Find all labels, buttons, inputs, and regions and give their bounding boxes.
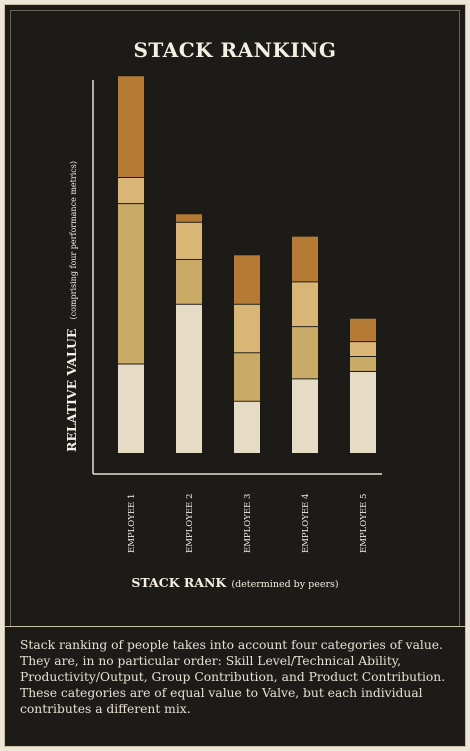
x-tick-label-1: EMPLOYEE 1	[127, 494, 137, 553]
x-axis-label-note: (determined by peers)	[231, 579, 339, 590]
bar-segment-2-4	[176, 214, 202, 222]
bar-segment-2-2	[176, 259, 202, 304]
bar-segment-4-4	[292, 236, 318, 282]
x-tick-label-2: EMPLOYEE 2	[185, 494, 195, 553]
bar-segment-2-1	[176, 303, 202, 453]
x-tick-label-3: EMPLOYEE 3	[243, 494, 253, 553]
caption-text: Stack ranking of people takes into accou…	[20, 638, 446, 716]
bar-segment-5-1	[350, 370, 376, 453]
bar-segment-5-3	[350, 341, 376, 357]
x-axis-label: STACK RANK (determined by peers)	[0, 572, 470, 591]
bar-segment-3-2	[234, 352, 260, 401]
bars-layer	[118, 76, 376, 453]
bar-segment-4-3	[292, 281, 318, 327]
bar-segment-4-1	[292, 378, 318, 453]
x-tick-label-4: EMPLOYEE 4	[301, 494, 311, 553]
x-axis-label-main: STACK RANK	[131, 575, 227, 590]
bar-segment-5-4	[350, 318, 376, 342]
caption-box	[4, 626, 466, 748]
bar-segment-3-1	[234, 400, 260, 453]
bar-segment-5-2	[350, 356, 376, 371]
bar-segment-1-3	[118, 176, 144, 204]
y-axis-label-main: RELATIVE VALUE	[64, 329, 79, 452]
y-axis-label: RELATIVE VALUE (comprising four performa…	[61, 161, 80, 452]
chart-title: STACK RANKING	[133, 38, 337, 62]
bar-segment-1-4	[118, 76, 144, 177]
bar-segment-1-1	[118, 363, 144, 453]
y-axis-label-note: (comprising four performance metrics)	[69, 161, 78, 319]
tick-labels-layer: EMPLOYEE 1 EMPLOYEE 2 EMPLOYEE 3 EMPLOYEE 4…	[127, 494, 369, 553]
bar-segment-1-2	[118, 203, 144, 364]
bar-segment-2-3	[176, 221, 202, 260]
bar-segment-3-4	[234, 255, 260, 304]
bar-segment-4-2	[292, 326, 318, 379]
x-tick-label-5: EMPLOYEE 5	[359, 494, 369, 553]
bar-segment-3-3	[234, 303, 260, 353]
